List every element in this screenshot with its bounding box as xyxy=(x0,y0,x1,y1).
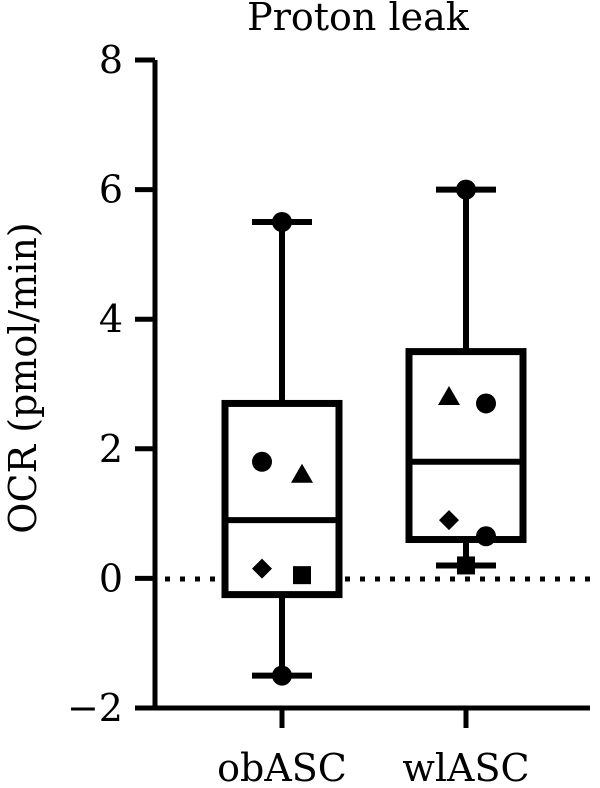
x-tick-label: wlASC xyxy=(402,746,529,788)
y-tick-label: 4 xyxy=(99,297,123,341)
data-point-diamond xyxy=(252,558,272,579)
chart-title: Proton leak xyxy=(247,0,470,39)
data-point-square xyxy=(457,556,475,575)
y-tick-label: 6 xyxy=(99,168,123,212)
data-point-triangle xyxy=(438,385,460,405)
data-point-diamond xyxy=(439,510,459,531)
y-tick-label: 2 xyxy=(99,427,123,471)
data-point-square xyxy=(293,566,311,585)
y-axis-label: OCR (pmol/min) xyxy=(1,222,45,533)
box-iqr xyxy=(405,348,527,544)
y-tick-label: −2 xyxy=(67,686,123,730)
y-axis-ticks: −2 0 2 4 6 8 xyxy=(67,38,155,730)
y-tick-label: 0 xyxy=(99,556,123,600)
x-axis-ticks: obASC wlASC xyxy=(217,708,530,788)
box-obASC xyxy=(221,219,343,679)
data-point-circle xyxy=(456,179,476,200)
box-iqr xyxy=(221,399,343,599)
boxes-layer xyxy=(221,179,527,686)
data-point-circle xyxy=(272,665,292,686)
y-tick-label: 8 xyxy=(99,38,123,82)
data-point-circle xyxy=(476,526,496,547)
x-tick-label: obASC xyxy=(217,746,347,788)
data-point-circle xyxy=(252,451,272,472)
data-point-circle xyxy=(272,212,292,232)
data-point-triangle xyxy=(291,463,313,483)
box-wlASC xyxy=(405,186,527,569)
data-point-circle xyxy=(476,393,496,414)
